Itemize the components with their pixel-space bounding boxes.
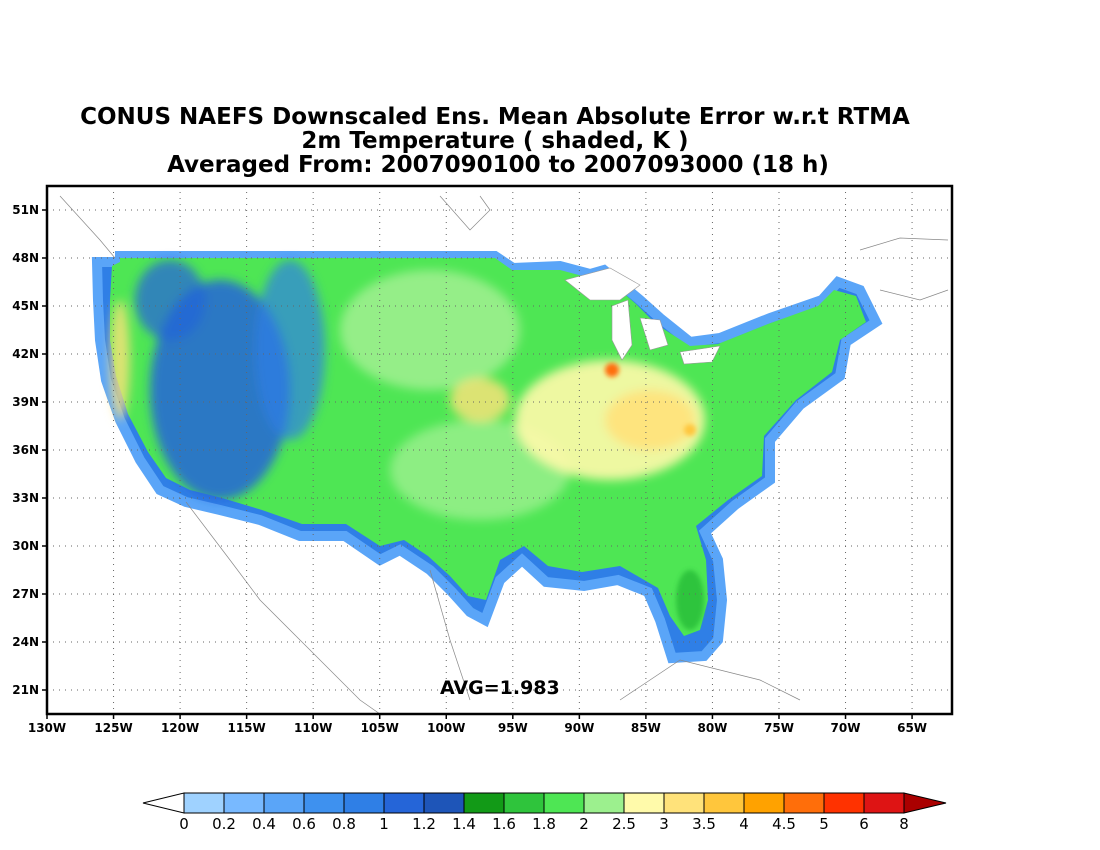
colorbar-extend-high [903,792,947,814]
colorbar-label: 2 [579,815,589,833]
field-hotspot-orange [684,424,696,436]
colorbar-label: 4.5 [772,815,796,833]
lon-tick-label: 85W [631,721,661,735]
map-gridlines [47,186,952,714]
lon-tick-label: 120W [161,721,199,735]
lat-tick-label: 51N [12,203,39,217]
colorbar-box [783,792,825,814]
lon-tick-label: 80W [697,721,727,735]
lat-tick-label: 24N [12,635,39,649]
lat-tick-label: 42N [12,347,39,361]
colorbar-label: 3 [659,815,669,833]
colorbar-label: 1.8 [532,815,556,833]
lat-tick-label: 39N [12,395,39,409]
colorbar-box [223,792,265,814]
lat-tick-label: 27N [12,587,39,601]
field-hotspot-red [605,363,619,377]
lat-tick-label: 48N [12,251,39,265]
colorbar-label: 1 [379,815,389,833]
colorbar-label: 0.6 [292,815,316,833]
colorbar-box [183,792,225,814]
great-lakes [564,267,721,365]
field-west-coast-yellow [110,300,130,420]
lon-tick-label: 100W [427,721,465,735]
title-line-3: Averaged From: 2007090100 to 2007093000 … [167,152,829,178]
longitude-axis: 130W 125W 120W 115W 110W 105W 100W 95W 90W 85W 80W… [28,714,927,735]
avg-label: AVG=1.983 [440,677,560,699]
lat-tick-label: 21N [12,683,39,697]
lon-tick-label: 70W [831,721,861,735]
lon-tick-label: 105W [361,721,399,735]
lon-tick-label: 110W [294,721,332,735]
colorbar-box [423,792,465,814]
colorbar-label: 3.5 [692,815,716,833]
colorbar-box [623,792,665,814]
colorbar [142,792,947,814]
map-outlines [59,195,949,714]
colorbar-box [583,792,625,814]
colorbar-label: 0 [179,815,189,833]
lon-tick-label: 115W [227,721,265,735]
colorbar-box [663,792,705,814]
title-line-2: 2m Temperature ( shaded, K ) [301,128,688,154]
colorbar-label: 5 [819,815,829,833]
latitude-axis: 51N 48N 45N 42N 39N 36N 33N 30N 27N 24N 21N [12,203,47,697]
lat-tick-label: 33N [12,491,39,505]
lon-tick-label: 90W [564,721,594,735]
field-rockies-blue [255,260,325,440]
lon-tick-label: 75W [764,721,794,735]
colorbar-box [263,792,305,814]
colorbar-box [863,792,905,814]
lon-tick-label: 125W [94,721,132,735]
lon-tick-label: 65W [897,721,927,735]
colorbar-extend-low [142,792,185,814]
colorbar-label: 0.4 [252,815,276,833]
colorbar-label: 1.2 [412,815,436,833]
colorbar-label: 0.2 [212,815,236,833]
field-kansas-yellow [450,378,510,422]
field-florida-green [676,570,704,630]
colorbar-box [343,792,385,814]
colorbar-box [303,792,345,814]
lon-tick-label: 95W [498,721,528,735]
lat-tick-label: 36N [12,443,39,457]
colorbar-box [383,792,425,814]
colorbar-box [703,792,745,814]
colorbar-label: 8 [899,815,909,833]
colorbar-box [503,792,545,814]
colorbar-box [463,792,505,814]
field-northwest-blue [135,260,205,340]
colorbar-labels: 0 0.2 0.4 0.6 0.8 1 1.2 1.4 1.6 1.8 2 2.5 3 3.5 4 4.5 5 6… [179,815,909,833]
colorbar-label: 1.4 [452,815,476,833]
colorbar-label: 6 [859,815,869,833]
field-ohio-orange [605,390,695,450]
colorbar-label: 1.6 [492,815,516,833]
colorbar-label: 0.8 [332,815,356,833]
lat-tick-label: 45N [12,299,39,313]
lon-tick-label: 130W [28,721,66,735]
field-plains-light [340,270,520,390]
colorbar-box [543,792,585,814]
colorbar-box [823,792,865,814]
title-line-1: CONUS NAEFS Downscaled Ens. Mean Absolut… [80,104,910,130]
colorbar-box [743,792,785,814]
lat-tick-label: 30N [12,539,39,553]
colorbar-label: 2.5 [612,815,636,833]
map-field [59,195,949,714]
colorbar-label: 4 [739,815,749,833]
